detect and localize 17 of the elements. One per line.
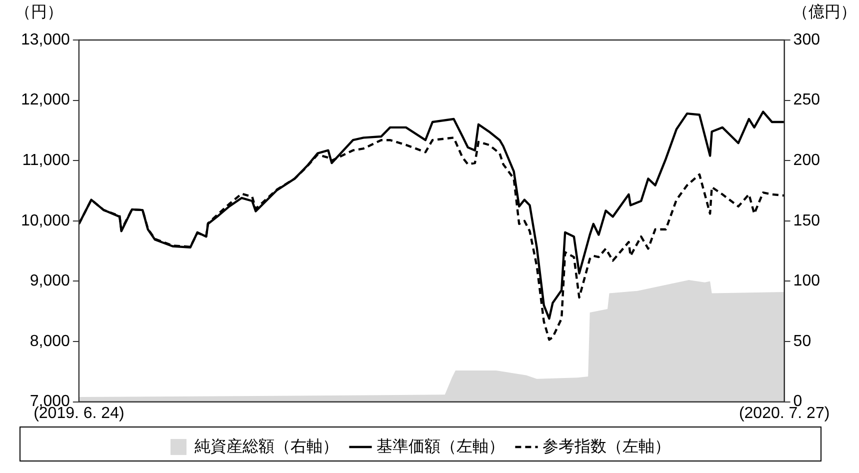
y-tick-label: 12,000 (21, 92, 70, 109)
y-tick-label: 8,000 (30, 332, 70, 350)
y2-tick-label: 250 (793, 92, 820, 109)
y2-tick-label: 50 (793, 332, 812, 350)
legend-label: 純資産総額（右軸） (194, 437, 338, 456)
y2-tick-label: 150 (793, 212, 820, 230)
y2-tick-label: 200 (793, 152, 820, 170)
y-tick-label: 11,000 (22, 152, 70, 170)
y2-axis-title: （億円） (791, 2, 858, 23)
y-tick-label: 13,000 (21, 31, 70, 48)
y-tick-label: 10,000 (21, 212, 70, 230)
y-tick-label: 9,000 (30, 272, 70, 290)
y2-tick-label: 100 (793, 272, 820, 290)
y2-tick-label: 300 (793, 31, 820, 48)
legend-label: 参考指数（左軸） (542, 437, 670, 456)
y-axis-title: （円） (14, 3, 64, 23)
legend-label: 基準価額（左軸） (376, 437, 504, 456)
